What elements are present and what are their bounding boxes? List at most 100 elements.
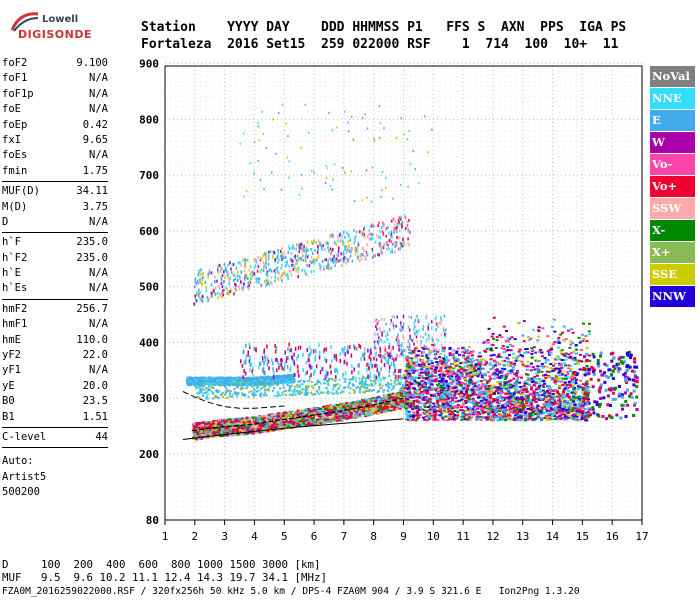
echo-point [264, 425, 268, 428]
echo-point [245, 384, 248, 387]
echo-point [218, 376, 222, 379]
echo-point [253, 392, 256, 395]
echo-point [364, 413, 368, 416]
echo-point [262, 419, 266, 422]
echo-point [199, 385, 202, 388]
echo-point [307, 422, 311, 425]
echo-point [325, 408, 329, 411]
echo-point [344, 386, 347, 389]
echo-point [257, 255, 259, 259]
echo-point [398, 347, 400, 352]
echo-point [310, 391, 313, 394]
echo-point [246, 382, 249, 385]
echo-point [399, 247, 402, 251]
y-tick-label: 700 [139, 169, 159, 182]
echo-point [244, 418, 248, 421]
echo-point [235, 391, 238, 394]
echo-point [400, 183, 402, 186]
echo-point [337, 239, 339, 243]
echo-point [363, 384, 366, 387]
echo-point [321, 366, 323, 371]
echo-point [196, 293, 198, 297]
echo-point [317, 245, 319, 249]
echo-point [202, 271, 204, 275]
echo-point [318, 254, 320, 258]
echo-point [335, 260, 338, 264]
echo-point [385, 241, 387, 245]
echo-point [339, 384, 342, 387]
echo-point [368, 384, 371, 387]
echo-point [359, 391, 362, 394]
echo-point [198, 396, 201, 399]
echo-point [235, 386, 238, 389]
echo-point [211, 428, 215, 431]
echo-point [549, 363, 553, 366]
echo-point [187, 378, 191, 381]
echo-point [258, 380, 262, 383]
echo-point [201, 276, 204, 280]
echo-point [406, 138, 409, 141]
echo-point [375, 396, 379, 399]
echo-point [244, 360, 247, 365]
echo-point [274, 258, 277, 262]
echo-point [221, 285, 224, 289]
echo-point [353, 236, 356, 240]
echo-point [387, 402, 391, 405]
echo-point [259, 178, 262, 181]
echo-point [325, 258, 328, 262]
echo-point [266, 344, 268, 349]
echo-point [247, 285, 249, 289]
echo-point [245, 276, 247, 280]
echo-point [272, 383, 275, 386]
echo-point [197, 273, 200, 277]
echo-point [351, 370, 353, 375]
echo-point [219, 264, 222, 268]
echo-point [238, 287, 240, 291]
echo-point [341, 263, 343, 267]
echo-point [257, 425, 261, 428]
echo-point [277, 423, 281, 426]
echo-point [243, 429, 247, 432]
echo-point [281, 379, 284, 382]
echo-point [237, 417, 241, 420]
echo-point [366, 243, 369, 247]
echo-point [215, 379, 219, 382]
echo-point [243, 369, 245, 374]
echo-point [314, 248, 316, 252]
echo-point [393, 230, 395, 234]
echo-point [302, 422, 306, 425]
param-name: h`F2 [2, 251, 28, 264]
echo-point [303, 249, 305, 253]
echo-point [296, 254, 299, 258]
echo-point [285, 414, 289, 417]
echo-point [389, 238, 392, 242]
echo-point [239, 276, 241, 280]
echo-point [344, 411, 348, 414]
echo-point [358, 259, 361, 263]
echo-point [197, 432, 201, 435]
echo-point [290, 273, 293, 277]
echo-point [319, 382, 322, 385]
echo-point [267, 262, 270, 266]
echo-point [235, 428, 239, 431]
echo-point [456, 347, 460, 350]
echo-point [283, 251, 286, 255]
echo-point [398, 382, 401, 385]
echo-point [242, 258, 244, 262]
echo-point [403, 240, 405, 244]
echo-point [332, 260, 334, 264]
echo-point [274, 420, 278, 423]
echo-point [297, 353, 300, 358]
echo-point [367, 402, 371, 405]
echo-point [206, 295, 209, 299]
param-name: foEs [2, 149, 28, 162]
echo-point [365, 398, 369, 401]
echo-point [280, 425, 284, 428]
echo-point [329, 421, 333, 424]
echo-point [330, 406, 334, 409]
echo-point [359, 409, 363, 412]
echo-point [343, 387, 346, 390]
echo-point [388, 231, 390, 235]
echo-point [335, 257, 338, 261]
echo-point [331, 248, 334, 252]
